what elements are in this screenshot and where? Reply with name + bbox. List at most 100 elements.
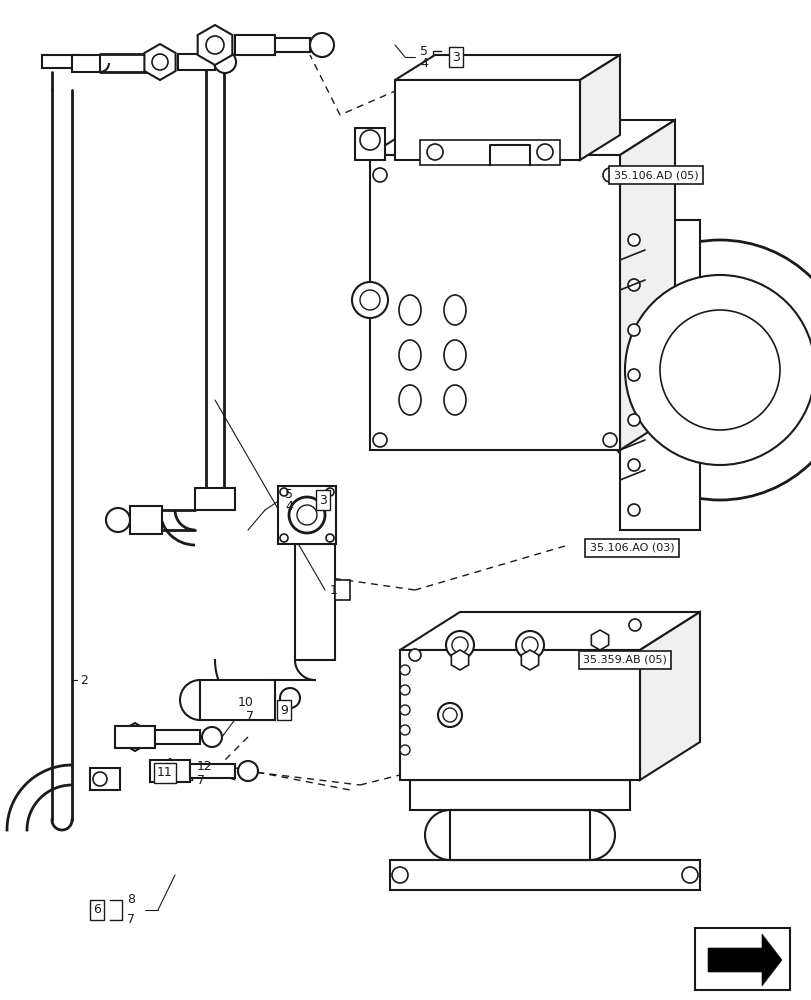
Circle shape [325, 488, 333, 496]
Circle shape [289, 497, 324, 533]
Text: 2: 2 [80, 674, 88, 686]
Circle shape [297, 505, 316, 525]
Circle shape [627, 459, 639, 471]
Polygon shape [620, 120, 674, 450]
Circle shape [427, 144, 443, 160]
Circle shape [659, 310, 779, 430]
Circle shape [310, 33, 333, 57]
Polygon shape [590, 630, 608, 650]
Polygon shape [160, 759, 180, 783]
Text: 7: 7 [197, 774, 204, 786]
Polygon shape [275, 38, 310, 52]
Text: 11: 11 [157, 766, 173, 780]
Circle shape [238, 761, 258, 781]
Circle shape [206, 36, 224, 54]
Text: 9: 9 [280, 704, 288, 716]
Polygon shape [277, 486, 336, 544]
Text: 4: 4 [285, 499, 293, 512]
Circle shape [400, 705, 410, 715]
Text: 10: 10 [238, 696, 254, 710]
Circle shape [627, 414, 639, 426]
Polygon shape [419, 140, 560, 165]
Circle shape [400, 685, 410, 695]
Circle shape [400, 725, 410, 735]
Text: 7: 7 [246, 710, 254, 723]
Circle shape [443, 708, 457, 722]
Polygon shape [155, 730, 200, 744]
Polygon shape [354, 128, 384, 160]
Circle shape [624, 275, 811, 465]
Circle shape [152, 54, 168, 70]
Circle shape [603, 433, 616, 447]
Circle shape [437, 703, 461, 727]
Text: 35.106.AO (03): 35.106.AO (03) [589, 543, 673, 553]
Text: 12: 12 [197, 760, 212, 772]
Polygon shape [707, 934, 781, 986]
Polygon shape [122, 723, 147, 751]
Polygon shape [620, 220, 699, 530]
Circle shape [627, 504, 639, 516]
Circle shape [445, 631, 474, 659]
Polygon shape [294, 544, 335, 660]
Circle shape [372, 168, 387, 182]
Circle shape [590, 240, 811, 500]
Text: 3: 3 [452, 51, 459, 64]
Ellipse shape [444, 295, 466, 325]
Polygon shape [144, 44, 175, 80]
Ellipse shape [444, 385, 466, 415]
Circle shape [627, 234, 639, 246]
Circle shape [280, 688, 299, 708]
Polygon shape [400, 612, 699, 650]
Circle shape [627, 279, 639, 291]
Polygon shape [200, 680, 275, 720]
Circle shape [202, 727, 221, 747]
Circle shape [106, 508, 130, 532]
Polygon shape [234, 35, 275, 55]
Polygon shape [451, 650, 468, 670]
Circle shape [452, 637, 467, 653]
Polygon shape [394, 80, 579, 160]
Ellipse shape [398, 295, 420, 325]
Circle shape [400, 665, 410, 675]
Polygon shape [370, 155, 620, 450]
Circle shape [280, 488, 288, 496]
Text: 7: 7 [127, 913, 135, 926]
Polygon shape [579, 55, 620, 160]
Circle shape [325, 534, 333, 542]
Text: 35.106.AD (05): 35.106.AD (05) [613, 170, 697, 180]
Circle shape [359, 130, 380, 150]
Ellipse shape [398, 340, 420, 370]
Circle shape [521, 637, 538, 653]
Circle shape [351, 282, 388, 318]
Circle shape [627, 369, 639, 381]
Text: 5: 5 [419, 45, 427, 58]
Ellipse shape [444, 340, 466, 370]
Circle shape [603, 168, 616, 182]
Text: 35.359.AB (05): 35.359.AB (05) [582, 655, 666, 665]
Polygon shape [90, 768, 120, 790]
Text: 8: 8 [127, 894, 135, 906]
Polygon shape [42, 55, 82, 68]
Polygon shape [195, 488, 234, 510]
Polygon shape [389, 860, 699, 890]
Polygon shape [130, 506, 162, 534]
Polygon shape [521, 650, 538, 670]
Bar [694, 928, 789, 990]
Polygon shape [190, 764, 234, 778]
Circle shape [627, 324, 639, 336]
Circle shape [392, 867, 407, 883]
Polygon shape [370, 120, 674, 155]
Polygon shape [394, 55, 620, 80]
Polygon shape [72, 55, 100, 72]
Circle shape [681, 867, 697, 883]
Circle shape [515, 631, 543, 659]
Circle shape [400, 745, 410, 755]
Polygon shape [410, 780, 629, 810]
Polygon shape [335, 580, 350, 600]
Polygon shape [178, 54, 215, 70]
Polygon shape [449, 810, 590, 860]
Polygon shape [115, 726, 155, 748]
Ellipse shape [398, 385, 420, 415]
Circle shape [536, 144, 552, 160]
Text: 1: 1 [329, 584, 337, 596]
